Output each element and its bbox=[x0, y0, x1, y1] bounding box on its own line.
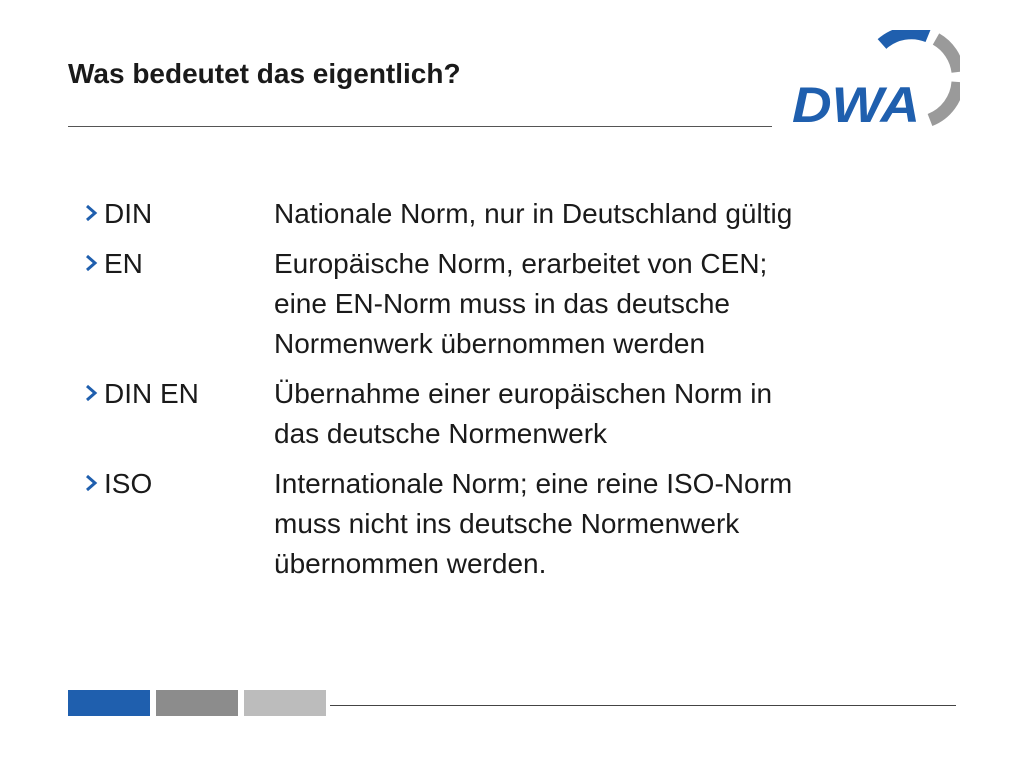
bullet-term: DIN EN bbox=[104, 378, 199, 409]
bullet-list: DIN Nationale Norm, nur in Deutschland g… bbox=[80, 194, 980, 594]
description-line: Übernahme einer europäischen Norm in bbox=[274, 378, 773, 409]
slide-title: Was bedeutet das eigentlich? bbox=[68, 58, 461, 89]
triangle-bullet-icon bbox=[86, 254, 98, 272]
description-line: übernommen werden. bbox=[274, 548, 547, 579]
logo-arc-blue bbox=[877, 30, 931, 50]
footer-bar-light-gray bbox=[244, 690, 326, 716]
footer-bar-gray bbox=[156, 690, 238, 716]
description-line: Europäische Norm, erarbeitet von CEN; bbox=[274, 248, 768, 279]
description-line: das deutsche Normenwerk bbox=[274, 418, 608, 449]
description-line: Normenwerk übernommen werden bbox=[274, 328, 706, 359]
bullet-item: DIN Nationale Norm, nur in Deutschland g… bbox=[80, 194, 980, 234]
bullet-item: EN Europäische Norm, erarbeitet von CEN;… bbox=[80, 244, 980, 364]
bullet-description: Nationale Norm, nur in Deutschland gülti… bbox=[274, 194, 914, 234]
triangle-bullet-icon bbox=[86, 474, 98, 492]
bullet-item: ISO Internationale Norm; eine reine ISO-… bbox=[80, 464, 980, 584]
triangle-bullet-icon bbox=[86, 384, 98, 402]
description-line: eine EN-Norm muss in das deutsche bbox=[274, 288, 730, 319]
title-underline bbox=[68, 126, 772, 127]
logo-text: DWA bbox=[792, 77, 920, 130]
bullet-term: EN bbox=[104, 248, 143, 279]
bullet-description: Europäische Norm, erarbeitet von CEN; ei… bbox=[274, 244, 914, 364]
description-line: Internationale Norm; eine reine ISO-Norm bbox=[274, 468, 793, 499]
footer-decoration bbox=[68, 690, 958, 716]
description-line: Nationale Norm, nur in Deutschland gülti… bbox=[274, 198, 793, 229]
logo-arc-gray-bottom bbox=[927, 81, 960, 127]
bullet-item: DIN EN Übernahme einer europäischen Norm… bbox=[80, 374, 980, 454]
dwa-logo: DWA bbox=[792, 30, 960, 130]
description-line: muss nicht ins deutsche Normenwerk bbox=[274, 508, 740, 539]
footer-rule bbox=[330, 705, 956, 706]
triangle-bullet-icon bbox=[86, 204, 98, 222]
bullet-term: ISO bbox=[104, 468, 153, 499]
footer-bar-blue bbox=[68, 690, 150, 716]
bullet-term: DIN bbox=[104, 198, 153, 229]
logo-arc-gray-top bbox=[932, 33, 960, 74]
bullet-description: Übernahme einer europäischen Norm in das… bbox=[274, 374, 914, 454]
bullet-description: Internationale Norm; eine reine ISO-Norm… bbox=[274, 464, 914, 584]
